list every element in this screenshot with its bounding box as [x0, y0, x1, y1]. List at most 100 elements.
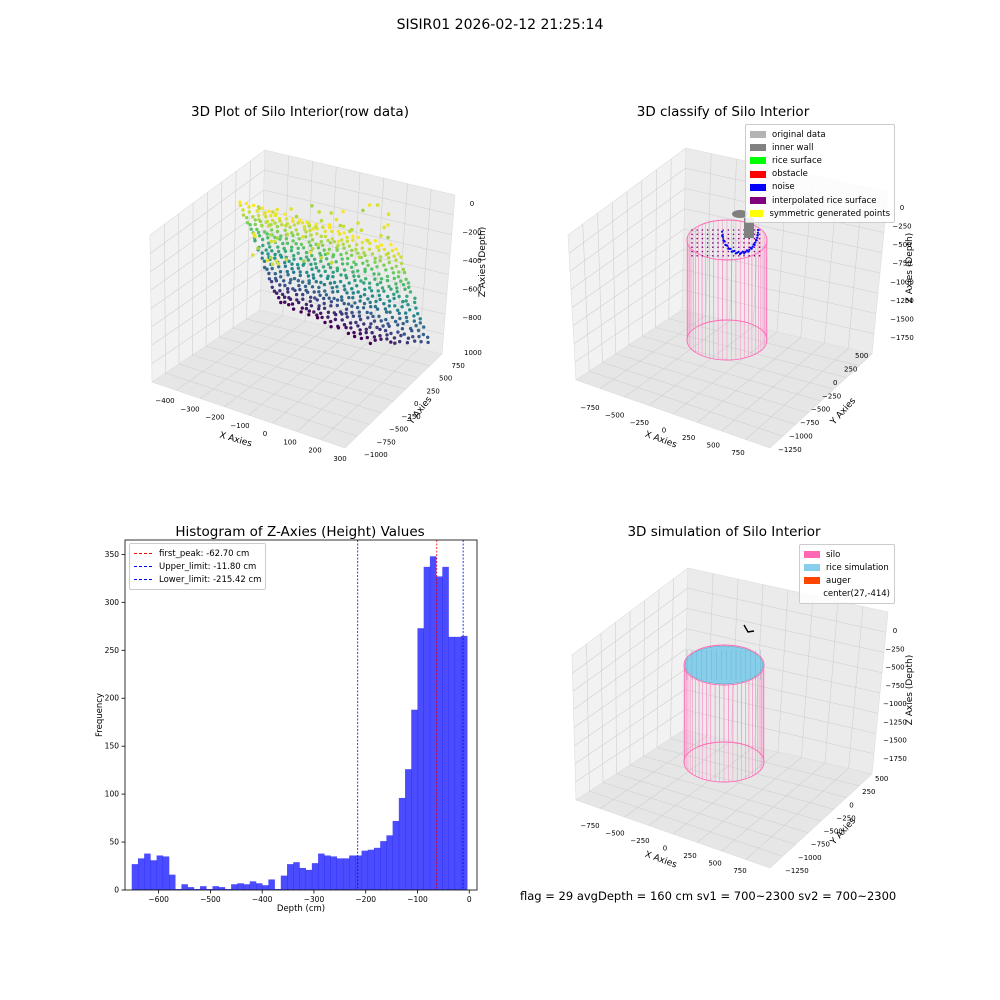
point	[350, 304, 354, 308]
point	[330, 237, 335, 241]
histogram-bar	[392, 820, 400, 890]
interpolated-point	[712, 237, 714, 240]
point	[277, 265, 281, 269]
point	[405, 341, 410, 345]
histogram-bar	[367, 849, 375, 890]
x-tick-label: −250	[630, 419, 649, 427]
raw-z-axis-label: Z Axies (Depth)	[478, 227, 488, 298]
grid-line	[232, 171, 237, 329]
grid-line	[616, 773, 809, 834]
y-tick-label: −500	[811, 406, 830, 414]
point	[327, 223, 332, 227]
point	[273, 213, 278, 217]
grid-line	[165, 372, 358, 437]
point	[358, 317, 363, 322]
point	[307, 279, 311, 283]
x-tick-label: 0	[663, 845, 667, 853]
legend-label: original data	[772, 129, 826, 140]
rice-simulation-surface	[684, 645, 764, 685]
y-tick-label: −250	[822, 392, 841, 400]
legend-label: symmetric generated points	[769, 208, 890, 219]
noise-point	[754, 241, 757, 244]
interpolated-point	[722, 246, 724, 248]
point	[405, 294, 409, 298]
point	[363, 287, 367, 292]
y-tick-label: 0	[849, 801, 853, 809]
point	[392, 292, 396, 296]
interpolated-point	[743, 255, 745, 257]
point	[323, 269, 327, 274]
point	[270, 285, 274, 289]
point	[419, 340, 423, 344]
interpolated-point	[758, 237, 761, 240]
z-tick-label: −800	[462, 314, 481, 322]
point	[279, 275, 283, 279]
point	[382, 263, 386, 267]
point	[313, 262, 318, 266]
axes-pane-floor	[575, 309, 873, 449]
interpolated-point	[722, 242, 724, 244]
point	[296, 221, 301, 225]
point	[347, 295, 351, 300]
point	[342, 284, 346, 288]
grid-line	[151, 249, 263, 328]
point	[351, 296, 355, 300]
point	[296, 262, 300, 267]
point	[288, 297, 293, 301]
point	[342, 246, 346, 250]
histogram-bar	[311, 863, 319, 890]
point	[357, 314, 362, 318]
point	[317, 210, 322, 214]
point	[292, 253, 296, 258]
point	[377, 293, 381, 298]
point	[280, 223, 284, 227]
histogram-bar	[336, 858, 344, 890]
point	[290, 267, 294, 271]
point	[278, 237, 282, 241]
noise-point	[721, 230, 724, 233]
grid-line	[589, 370, 783, 437]
point	[290, 217, 295, 221]
point	[370, 252, 375, 256]
grid-line	[682, 269, 877, 314]
legend-label: inner wall	[772, 142, 814, 153]
legend-item: Upper_limit: -11.80 cm	[134, 560, 261, 573]
raw-x-axis-label: X Axies	[218, 431, 253, 450]
y-tick-label: 500	[875, 775, 888, 783]
point	[362, 293, 367, 297]
raw-point-cloud	[238, 200, 430, 346]
point	[258, 219, 263, 224]
point	[282, 246, 286, 251]
point	[274, 259, 279, 263]
point	[339, 273, 343, 277]
point	[275, 207, 280, 212]
point	[406, 303, 410, 307]
point	[327, 296, 331, 300]
x-tick-label: 100	[283, 438, 296, 446]
histogram-bar	[305, 869, 313, 890]
histogram-bar	[429, 556, 437, 890]
point	[386, 212, 391, 216]
grid-line	[573, 269, 684, 344]
grid-line	[151, 269, 262, 346]
histogram-bar	[448, 636, 456, 890]
histogram-bar	[131, 864, 139, 890]
point	[253, 218, 257, 222]
point	[270, 266, 274, 271]
inner-wall-marker	[732, 210, 748, 218]
point	[379, 243, 384, 247]
point	[256, 230, 261, 235]
noise-point	[749, 246, 752, 249]
interpolated-point	[727, 242, 730, 244]
point	[308, 299, 312, 303]
point	[321, 225, 325, 230]
point	[404, 277, 408, 281]
point	[357, 310, 361, 314]
point	[329, 300, 334, 304]
point	[403, 287, 407, 291]
histogram-bar	[355, 855, 362, 890]
point	[269, 279, 274, 284]
point	[400, 327, 405, 331]
point	[275, 236, 279, 240]
point	[344, 251, 349, 255]
